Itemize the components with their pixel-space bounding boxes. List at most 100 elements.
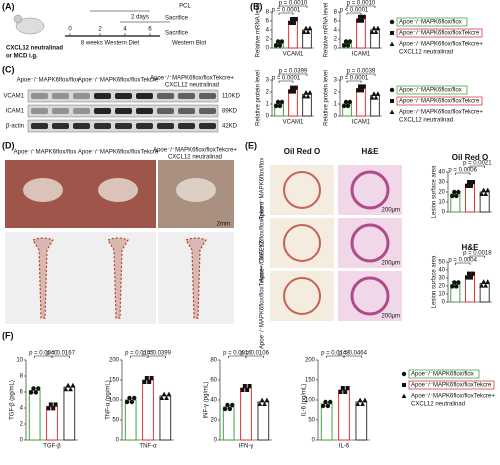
y-tick-label: 60 [210, 378, 217, 384]
legend-marker [132, 395, 137, 401]
legend-entry: Apoe⁻/⁻MAPK6flox/flox [411, 372, 474, 378]
label: Sacrifice [165, 16, 189, 22]
legend-marker [290, 17, 295, 21]
significance-bracket [469, 255, 485, 258]
aortic-arch [23, 178, 63, 202]
legend-marker [225, 402, 230, 408]
blot-band [199, 93, 216, 99]
y-tick-label: 10 [438, 200, 445, 206]
blot-band [136, 123, 153, 129]
blot-band [157, 123, 174, 129]
label: CXCL12 neutralinad [168, 155, 222, 161]
label: Apoe⁻/⁻MAPK6flox/flox [14, 150, 77, 156]
label: Apoe⁻/⁻MAPK6flox/floxTekcre [78, 150, 159, 156]
legend-marker [277, 43, 283, 48]
legend-entry: Apoe⁻/⁻MAPK6flox/floxTekcre [399, 99, 480, 105]
blot-band [115, 93, 132, 99]
he-section [350, 170, 390, 210]
p-value: p = 0.0010 [279, 1, 308, 7]
y-tick-label: 50 [308, 418, 315, 424]
blot-band [94, 123, 111, 129]
label: Oil Red O [284, 147, 320, 156]
legend-marker [46, 406, 51, 411]
p-value: p = 0.0001 [272, 8, 301, 14]
oil-red-section [283, 277, 321, 315]
legend-marker [147, 380, 152, 384]
legend-marker [288, 89, 293, 94]
legend-marker [48, 402, 53, 407]
legend-marker [466, 271, 471, 276]
oil-red-section [283, 171, 321, 209]
significance-bracket [278, 73, 308, 76]
y-tick-label: 4 [266, 28, 270, 34]
legend-marker [375, 25, 381, 30]
blot-band [115, 108, 132, 114]
y-tick-label: 2 [266, 90, 270, 96]
legend-marker [303, 25, 309, 30]
bar [356, 87, 366, 117]
p-value: p = 0.0106 [240, 351, 269, 357]
y-tick-label: 10 [438, 292, 445, 298]
legend-marker [464, 275, 469, 280]
legend-marker [341, 103, 347, 109]
y-tick-label: 2 [266, 37, 270, 43]
y-tick-label: 1 [334, 102, 338, 108]
y-tick-label: 0 [266, 114, 270, 120]
significance-bracket [51, 355, 70, 358]
bar [274, 103, 284, 117]
legend-marker [483, 191, 489, 196]
x-axis-label: TGF-β [43, 444, 61, 450]
legend-frame [408, 380, 495, 390]
legend-entry: Apoe⁻/⁻MAPK6flox/flox [399, 88, 462, 94]
y-tick-label: 1 [266, 102, 270, 108]
legend-marker [389, 87, 395, 93]
label: Apoe⁻/⁻MAPK6flox/floxTekcre [260, 201, 266, 282]
legend-marker [347, 99, 353, 105]
legend-marker [456, 189, 461, 195]
legend-marker [325, 403, 331, 409]
label: 6 [148, 27, 152, 33]
y-axis-label: TNF-α (pg/mL) [106, 380, 112, 419]
blot-band [52, 108, 69, 114]
blot-band [94, 108, 111, 114]
legend-marker [230, 402, 235, 408]
p-value: p = 0.0148 [321, 351, 350, 357]
y-tick-label: 0 [214, 438, 218, 444]
legend-marker [328, 399, 333, 405]
legend-marker [273, 103, 279, 109]
blot-band [94, 93, 111, 99]
x-axis-label: TNF-α [139, 444, 157, 450]
legend-marker [33, 390, 39, 395]
legend-marker [247, 384, 252, 388]
legend-marker [303, 90, 309, 95]
p-value: p = 0.0167 [46, 351, 75, 357]
legend-frame [408, 369, 480, 379]
blot-band [31, 93, 48, 99]
p-value: p = 0.0399 [279, 69, 308, 75]
y-tick-label: 30 [438, 180, 445, 186]
legend-marker [401, 371, 407, 377]
legend-marker [345, 386, 350, 390]
p-value: p = 0.0016 [223, 351, 252, 357]
y-tick-label: 100 [305, 398, 316, 404]
label: or MCD i.g. [6, 54, 38, 60]
blot-band [73, 108, 90, 114]
x-axis-label: VCAM1 [283, 120, 304, 126]
legend-entry: Apoe⁻/⁻MAPK6flox/floxTekcre [411, 383, 492, 389]
legend-marker [31, 386, 36, 391]
oil-red-image [270, 218, 334, 268]
blot-band [157, 93, 174, 99]
significance-bracket [245, 355, 264, 358]
legend-marker [452, 189, 457, 195]
label: CXCL12 neutralinad [6, 46, 63, 52]
oil-red-image [270, 165, 334, 215]
y-tick-label: 3 [334, 78, 338, 84]
label: ICAM1 [6, 109, 25, 115]
blot-band [178, 108, 195, 114]
bar [356, 18, 366, 49]
legend-marker [70, 382, 76, 388]
legend-marker [456, 280, 461, 285]
label: 200μm [382, 314, 400, 320]
legend-entry: CXCL12 neutralinad [399, 118, 453, 124]
